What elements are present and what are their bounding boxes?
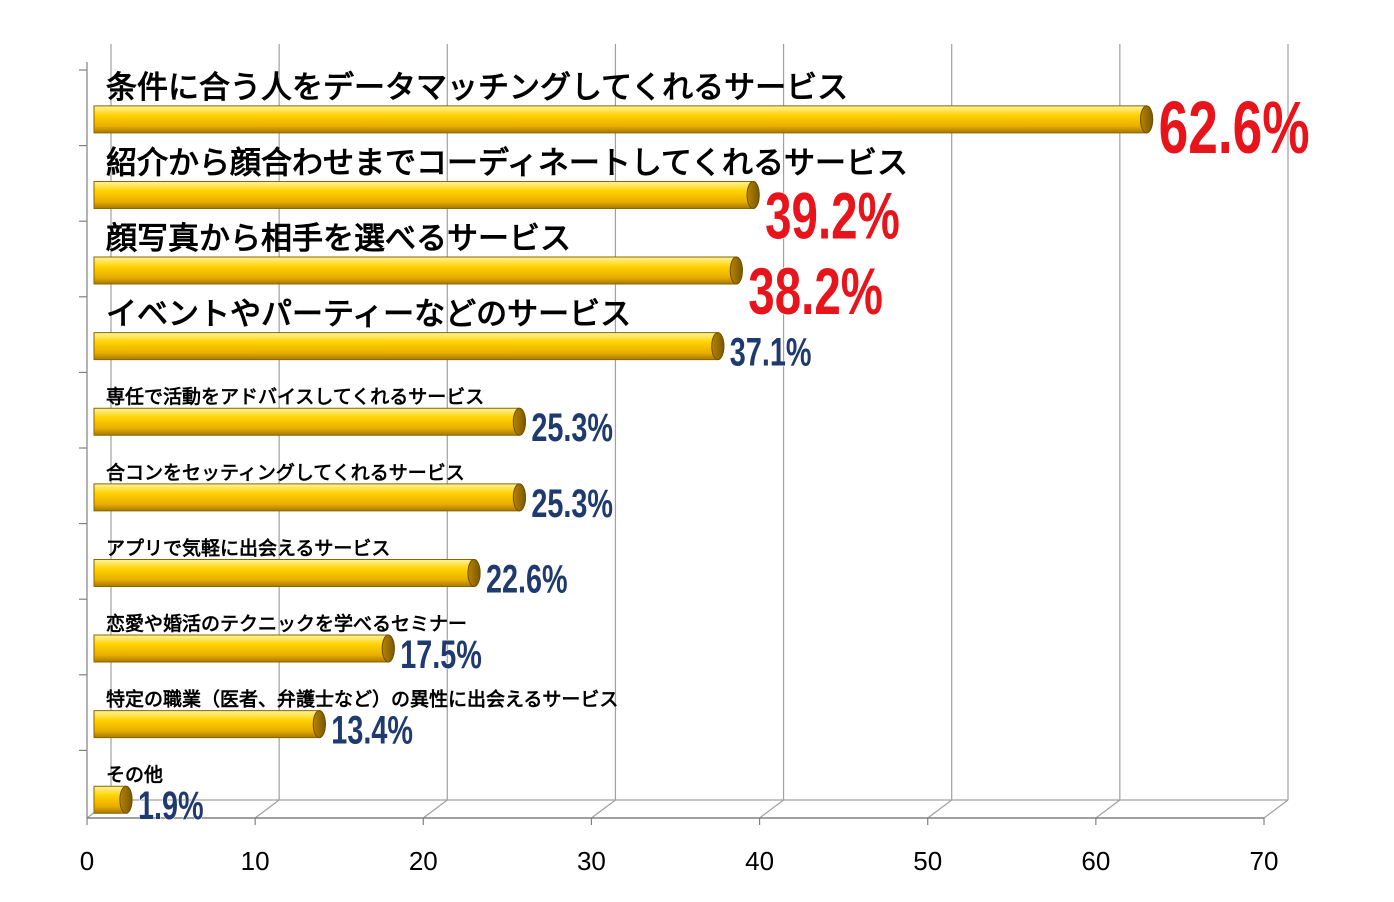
floor-gridline	[254, 799, 280, 819]
bar-cap	[381, 634, 395, 663]
bar-cap	[711, 332, 725, 361]
x-tick-label: 20	[409, 846, 438, 876]
floor-gridline	[759, 799, 784, 819]
category-label: アプリで気軽に出会えるサービス	[106, 536, 390, 559]
data-label: 13.4%	[331, 708, 413, 753]
floor-gridline	[1263, 799, 1289, 819]
x-tick-label: 30	[577, 846, 606, 876]
x-tick-label: 0	[80, 846, 94, 876]
bar	[93, 710, 326, 739]
data-label: 25.3%	[531, 481, 613, 526]
bar-cap	[312, 710, 326, 739]
floor-gridline	[1095, 799, 1121, 819]
bar-cap	[467, 558, 481, 587]
data-label: 38.2%	[748, 256, 883, 329]
bar-cap	[746, 180, 760, 209]
bar	[93, 558, 481, 587]
data-label: 25.3%	[531, 406, 613, 451]
floor-gridline	[422, 799, 448, 819]
category-label: 専任で活動をアドバイスしてくれるサービス	[106, 385, 484, 408]
bar	[93, 180, 760, 209]
x-tick-label: 70	[1250, 846, 1279, 876]
category-label: 恋愛や婚活のテクニックを学べるセミナー	[106, 612, 467, 635]
bar-cap	[119, 785, 133, 814]
x-tick-label: 40	[745, 846, 774, 876]
data-label: 39.2%	[765, 180, 900, 253]
bar-layer	[93, 105, 1154, 814]
x-tick-label: 60	[1081, 846, 1110, 876]
data-label: 37.1%	[730, 330, 812, 375]
data-label: 22.6%	[486, 557, 568, 602]
bar	[93, 332, 725, 361]
bar-cap	[1139, 105, 1154, 134]
category-label: 合コンをセッティングしてくれるサービス	[106, 461, 465, 484]
label-layer: 条件に合う人をデータマッチングしてくれるサービス 62.6% 紹介から顔合わせまでコ…	[106, 70, 1310, 829]
x-tick-label: 50	[913, 846, 942, 876]
category-label: 条件に合う人をデータマッチングしてくれるサービス	[106, 70, 848, 106]
bar-cap	[729, 256, 743, 285]
bar	[93, 105, 1154, 134]
floor-gridline	[591, 799, 616, 819]
data-label: 1.9%	[138, 784, 204, 829]
data-label: 17.5%	[400, 632, 482, 677]
bar	[93, 256, 743, 285]
category-label: イベントやパーティーなどのサービス	[106, 297, 631, 333]
category-label: その他	[106, 763, 163, 786]
bar	[93, 483, 526, 512]
data-label: 62.6%	[1159, 86, 1310, 169]
x-tick-label: 10	[241, 846, 270, 876]
bar-cap	[512, 483, 526, 512]
category-label: 特定の職業（医者、弁護士など）の異性に出会えるサービス	[106, 688, 618, 711]
bar	[93, 407, 526, 436]
bar-cap	[512, 407, 526, 436]
bar	[93, 634, 395, 663]
category-label: 顔写真から相手を選べるサービス	[106, 221, 571, 257]
category-label: 紹介から顔合わせまでコーディネートしてくれるサービス	[106, 145, 908, 181]
floor-gridline	[927, 799, 953, 819]
